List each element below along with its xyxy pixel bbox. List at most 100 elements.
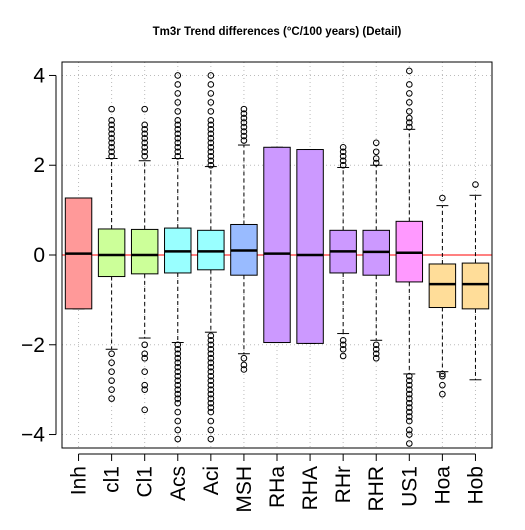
outlier-point: [240, 128, 248, 135]
outlier-point: [108, 368, 115, 375]
outlier-point: [472, 181, 479, 188]
outlier-point: [207, 336, 215, 344]
outlier-point: [174, 363, 182, 371]
outlier-point: [141, 105, 148, 113]
outlier-point: [207, 345, 215, 353]
outlier-point: [174, 72, 182, 79]
outlier-point: [406, 108, 413, 115]
x-tick-label: RHR: [365, 466, 388, 512]
outlier-point: [207, 90, 215, 97]
outlier-point: [174, 417, 182, 425]
outlier-point: [207, 417, 215, 425]
outlier-point: [240, 123, 248, 131]
outlier-point: [207, 341, 215, 349]
outlier-point: [406, 123, 413, 131]
outlier-point: [174, 377, 182, 384]
outlier-point: [174, 99, 182, 106]
outlier-point: [141, 143, 148, 151]
outlier-point: [108, 386, 115, 393]
outlier-point: [207, 121, 215, 129]
outlier-point: [174, 341, 182, 349]
x-tick-label: MSH: [233, 466, 256, 513]
box-RHA: [296, 149, 324, 344]
outlier-point: [141, 135, 148, 142]
box-Cl1: [130, 228, 159, 275]
outlier-point: [439, 381, 446, 389]
outlier-point: [108, 135, 115, 142]
outlier-point: [240, 137, 248, 144]
outlier-point: [207, 354, 215, 362]
outlier-point: [141, 130, 148, 138]
outlier-point: [207, 363, 215, 371]
outlier-point: [174, 399, 182, 407]
outlier-point: [339, 352, 347, 360]
x-tick-label: Hoa: [431, 466, 454, 505]
outlier-point: [207, 395, 215, 402]
outlier-point: [207, 130, 215, 138]
outlier-point: [141, 139, 148, 147]
outlier-point: [207, 81, 215, 88]
box-Hob: [461, 262, 490, 310]
x-tick-label: Acs: [167, 466, 190, 501]
outlier-point: [207, 386, 215, 393]
outlier-point: [207, 108, 215, 115]
outlier-point: [207, 72, 215, 79]
outlier-point: [141, 381, 148, 389]
outlier-point: [240, 132, 248, 140]
outlier-point: [207, 372, 215, 380]
y-tick-label: 4: [33, 64, 45, 87]
outlier-point: [207, 368, 215, 375]
outlier-point: [439, 390, 446, 398]
outlier-point: [174, 372, 182, 380]
outlier-point: [141, 350, 148, 358]
outlier-point: [207, 435, 215, 443]
outlier-point: [174, 90, 182, 97]
outlier-point: [174, 345, 182, 353]
outlier-point: [108, 152, 115, 160]
outlier-point: [207, 332, 215, 340]
outlier-point: [108, 130, 115, 138]
outlier-point: [174, 117, 182, 124]
outlier-point: [207, 143, 215, 151]
box-RHa: [263, 146, 291, 344]
outlier-point: [174, 108, 182, 115]
outlier-point: [339, 143, 347, 151]
box-Aci: [197, 229, 225, 271]
outlier-point: [439, 370, 446, 378]
outlier-point: [240, 114, 248, 122]
outlier-point: [174, 121, 182, 129]
outlier-point: [339, 148, 347, 156]
outlier-point: [406, 390, 413, 398]
outlier-point: [406, 440, 413, 447]
outlier-point: [406, 372, 413, 380]
outlier-point: [406, 67, 413, 75]
outlier-point: [372, 155, 380, 162]
outlier-point: [108, 105, 115, 113]
outlier-point: [406, 395, 413, 402]
outlier-point: [207, 152, 215, 160]
outlier-point: [174, 139, 182, 147]
outlier-point: [372, 148, 380, 156]
y-tick-label: −2: [21, 334, 45, 357]
outlier-point: [108, 143, 115, 151]
outlier-point: [240, 110, 248, 117]
outlier-point: [439, 372, 446, 380]
x-tick-label: cl1: [101, 466, 124, 493]
y-tick-label: 0: [33, 244, 45, 267]
outlier-point: [174, 148, 182, 156]
outlier-point: [207, 377, 215, 384]
outlier-point: [141, 386, 148, 393]
outlier-point: [406, 386, 413, 393]
outlier-point: [174, 354, 182, 362]
outlier-point: [207, 99, 215, 106]
outlier-point: [339, 341, 347, 349]
outlier-point: [207, 390, 215, 398]
outlier-point: [406, 81, 413, 88]
x-tick-label: Hob: [464, 466, 487, 505]
outlier-point: [240, 354, 248, 362]
outlier-point: [141, 354, 148, 362]
outlier-point: [207, 139, 215, 147]
outlier-point: [174, 350, 182, 358]
